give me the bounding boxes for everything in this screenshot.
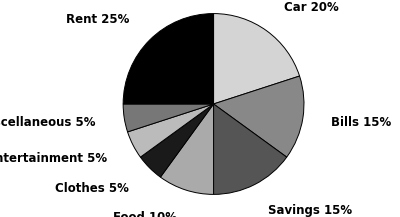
Wedge shape [123,13,214,104]
Wedge shape [140,104,214,177]
Text: Savings 15%: Savings 15% [268,204,352,217]
Wedge shape [128,104,214,157]
Wedge shape [123,104,214,132]
Wedge shape [214,104,287,194]
Text: Car 20%: Car 20% [284,1,338,14]
Text: Rent 25%: Rent 25% [66,13,129,26]
Wedge shape [214,76,304,157]
Text: Food 10%: Food 10% [113,211,177,217]
Text: Miscellaneous 5%: Miscellaneous 5% [0,116,96,129]
Text: Bills 15%: Bills 15% [332,116,392,129]
Text: Entertainment 5%: Entertainment 5% [0,152,107,165]
Wedge shape [214,13,300,104]
Text: Clothes 5%: Clothes 5% [55,182,129,195]
Wedge shape [160,104,214,194]
